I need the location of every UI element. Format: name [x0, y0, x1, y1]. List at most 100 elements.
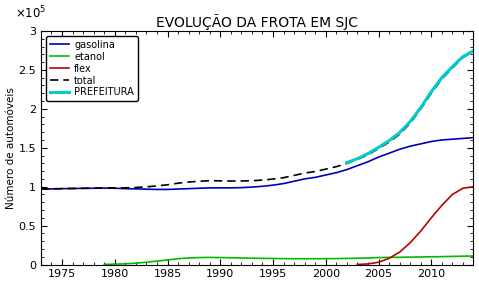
- total: [323, 167, 329, 171]
- etanol: [123, 262, 128, 266]
- etanol: [228, 256, 234, 259]
- total: [123, 186, 128, 190]
- total: [418, 107, 423, 111]
- PREFEITURA: [428, 90, 434, 93]
- PREFEITURA: [439, 76, 445, 80]
- total: [239, 179, 244, 183]
- PREFEITURA: [460, 55, 466, 58]
- gasolina: [59, 187, 65, 190]
- gasolina: [49, 187, 55, 191]
- total: [112, 186, 118, 190]
- total: [144, 185, 149, 189]
- total: [186, 180, 192, 184]
- PREFEITURA: [397, 131, 402, 134]
- gasolina: [302, 177, 308, 181]
- gasolina: [428, 140, 434, 143]
- Title: EVOLUÇÃO DA FROTA EM SJC: EVOLUÇÃO DA FROTA EM SJC: [156, 14, 358, 30]
- gasolina: [470, 136, 476, 139]
- etanol: [386, 256, 392, 259]
- etanol: [270, 257, 276, 260]
- gasolina: [386, 152, 392, 155]
- gasolina: [38, 187, 44, 191]
- total: [165, 183, 171, 186]
- flex: [470, 185, 476, 188]
- gasolina: [354, 164, 360, 167]
- gasolina: [291, 180, 297, 183]
- total: [365, 153, 371, 156]
- PREFEITURA: [376, 146, 381, 149]
- etanol: [376, 256, 381, 259]
- gasolina: [102, 186, 107, 190]
- gasolina: [196, 187, 202, 190]
- total: [91, 186, 97, 190]
- etanol: [165, 258, 171, 262]
- etanol: [196, 256, 202, 259]
- total: [407, 121, 413, 125]
- gasolina: [407, 144, 413, 148]
- etanol: [186, 256, 192, 260]
- total: [460, 56, 466, 59]
- total: [291, 174, 297, 177]
- etanol: [260, 257, 265, 260]
- flex: [397, 251, 402, 254]
- total: [270, 177, 276, 181]
- gasolina: [123, 187, 128, 190]
- flex: [428, 216, 434, 219]
- gasolina: [217, 186, 223, 190]
- gasolina: [70, 187, 76, 190]
- PREFEITURA: [418, 106, 423, 109]
- gasolina: [333, 171, 339, 174]
- total: [249, 179, 255, 182]
- etanol: [207, 256, 213, 259]
- etanol: [239, 256, 244, 260]
- gasolina: [281, 182, 286, 185]
- total: [102, 186, 107, 190]
- total: [397, 133, 402, 136]
- total: [376, 147, 381, 150]
- total: [154, 184, 160, 188]
- etanol: [291, 257, 297, 260]
- etanol: [112, 262, 118, 266]
- gasolina: [80, 187, 86, 190]
- etanol: [323, 257, 329, 260]
- total: [439, 77, 445, 81]
- gasolina: [460, 137, 466, 140]
- total: [49, 187, 55, 191]
- total: [333, 165, 339, 168]
- total: [133, 186, 139, 189]
- flex: [439, 204, 445, 207]
- flex: [418, 229, 423, 233]
- PREFEITURA: [449, 65, 455, 68]
- PREFEITURA: [365, 152, 371, 155]
- etanol: [439, 255, 445, 258]
- gasolina: [270, 184, 276, 187]
- gasolina: [260, 185, 265, 188]
- gasolina: [144, 188, 149, 191]
- total: [175, 182, 181, 185]
- total: [38, 187, 44, 191]
- flex: [376, 260, 381, 264]
- etanol: [217, 256, 223, 259]
- PREFEITURA: [407, 120, 413, 123]
- etanol: [365, 256, 371, 260]
- PREFEITURA: [344, 161, 350, 164]
- etanol: [418, 255, 423, 259]
- etanol: [133, 261, 139, 265]
- gasolina: [439, 138, 445, 142]
- etanol: [344, 257, 350, 260]
- PREFEITURA: [354, 157, 360, 160]
- etanol: [407, 255, 413, 259]
- total: [80, 187, 86, 190]
- flex: [407, 241, 413, 245]
- gasolina: [397, 148, 402, 151]
- total: [470, 50, 476, 53]
- etanol: [397, 256, 402, 259]
- total: [196, 180, 202, 183]
- flex: [386, 257, 392, 260]
- total: [59, 187, 65, 190]
- total: [281, 176, 286, 179]
- etanol: [470, 254, 476, 258]
- etanol: [354, 256, 360, 260]
- flex: [365, 262, 371, 266]
- gasolina: [323, 173, 329, 177]
